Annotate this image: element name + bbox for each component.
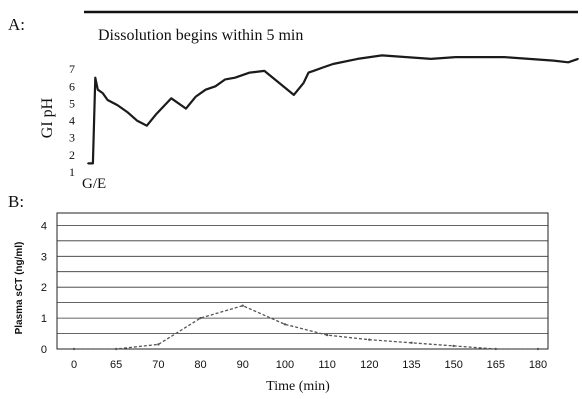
panel-a-y-tick-label: 5	[69, 96, 75, 110]
panel-b-gridlines	[56, 212, 549, 350]
panel-b-x-tick-label: 0	[71, 359, 77, 371]
ph-trace-point	[307, 71, 310, 74]
sct-point	[368, 338, 371, 341]
ph-trace-point	[405, 56, 408, 58]
ph-trace-point	[94, 76, 97, 79]
panel-a-y-tick-label: 4	[69, 114, 75, 128]
panel-b-x-tick-label: 100	[276, 359, 294, 371]
sct-point	[157, 343, 160, 346]
ph-trace-point	[552, 59, 555, 62]
ph-trace-point	[234, 76, 236, 79]
sct-point	[115, 347, 118, 351]
ph-trace-point	[87, 162, 89, 165]
ph-trace-point	[170, 97, 173, 100]
panel-a-y-tick-label: 3	[69, 131, 75, 145]
sct-series-line	[74, 305, 538, 350]
panel-b-y-tick-label: 3	[41, 251, 47, 263]
ph-trace-point	[96, 88, 99, 91]
ph-trace-point	[312, 70, 315, 72]
ph-trace-point	[381, 54, 383, 57]
ph-trace-line	[88, 54, 579, 165]
ph-trace-point	[214, 85, 217, 88]
ph-trace-point	[101, 92, 104, 94]
panel-b-plot-area	[56, 212, 549, 350]
panel-a-ph-trace	[87, 54, 579, 165]
panel-b-x-tick-label: 120	[360, 359, 378, 371]
sct-point	[72, 347, 76, 351]
ph-trace-point	[528, 58, 530, 60]
ph-trace-point	[155, 112, 158, 115]
panel-b-y-axis-label: Plasma sCT (ng/ml)	[14, 242, 25, 335]
sct-point	[241, 304, 244, 307]
panel-a-y-tick-label: 1	[69, 165, 75, 179]
panel-b-x-ticks: 0 65 70 80 90 100 110 120 135 150 165 180	[71, 359, 547, 371]
panel-a: A: Dissolution begins within 5 min GI pH…	[8, 10, 579, 192]
panel-b-x-axis-label: Time (min)	[266, 379, 330, 394]
panel-b-x-tick-label: 80	[194, 359, 206, 371]
ph-trace-point	[185, 107, 187, 110]
ph-trace-point	[92, 162, 94, 165]
panel-b-x-tick-label: 65	[110, 359, 122, 371]
panel-b-x-tick-label: 70	[152, 359, 164, 371]
ph-trace-point	[302, 82, 305, 84]
panel-b-x-tick-label: 165	[487, 359, 505, 371]
ph-trace-point	[145, 124, 148, 127]
panel-b-y-ticks: 0 1 2 3 4	[41, 220, 47, 356]
sct-point	[494, 347, 497, 351]
ph-trace-point	[479, 56, 481, 58]
ph-trace-point	[356, 58, 359, 60]
ph-trace-point	[204, 88, 207, 91]
panel-a-title: Dissolution begins within 5 min	[98, 27, 303, 44]
sct-point	[536, 347, 540, 351]
ph-trace-point	[430, 58, 432, 60]
ph-trace-point	[126, 111, 129, 113]
sct-point	[325, 333, 329, 337]
ph-trace-point	[194, 95, 197, 98]
sct-point	[410, 341, 413, 344]
ph-trace-point	[106, 99, 109, 101]
ph-trace-point	[248, 71, 251, 74]
panel-b-x-tick-label: 150	[444, 359, 462, 371]
ph-trace-point	[454, 56, 457, 58]
panel-b-y-tick-label: 2	[41, 282, 47, 294]
ph-trace-point	[263, 70, 266, 72]
ph-trace-point	[332, 63, 334, 65]
ph-trace-point	[136, 119, 138, 122]
panel-b-label: B:	[8, 192, 24, 211]
panel-b-x-tick-label: 180	[529, 359, 547, 371]
panel-b-y-tick-label: 4	[41, 220, 47, 232]
panel-b-y-tick-label: 0	[41, 344, 47, 356]
ph-trace-point	[116, 104, 119, 106]
ph-trace-point	[278, 82, 280, 84]
ph-trace-point	[224, 78, 227, 81]
panel-a-annotation: G/E	[82, 176, 106, 192]
panel-b-series	[72, 304, 540, 351]
ph-trace-point	[292, 94, 295, 96]
panel-a-y-tick-label: 7	[69, 62, 75, 76]
panel-b-x-tick-label: 110	[318, 359, 336, 371]
panel-b-x-tick-label: 135	[402, 359, 420, 371]
panel-b-y-tick-label: 1	[41, 313, 47, 325]
panel-a-y-tick-label: 6	[69, 79, 75, 93]
sct-point	[199, 316, 202, 320]
ph-trace-point	[567, 61, 570, 64]
ph-trace-point	[322, 66, 325, 69]
panel-b-x-tick-label: 90	[237, 359, 249, 371]
panel-a-y-ticks: 1 2 3 4 5 6 7	[69, 62, 75, 179]
panel-a-y-tick-label: 2	[69, 148, 75, 162]
panel-a-label: A:	[8, 15, 25, 34]
ph-trace-point	[577, 58, 579, 60]
panel-a-y-axis-label: GI pH	[39, 97, 56, 138]
sct-point	[283, 323, 287, 326]
panel-b: B: Plasma sCT (ng/ml) 0 1 2 3 4 0 65 70 80 90 100…	[8, 192, 549, 394]
ph-trace-point	[503, 56, 506, 58]
sct-point	[452, 344, 455, 348]
